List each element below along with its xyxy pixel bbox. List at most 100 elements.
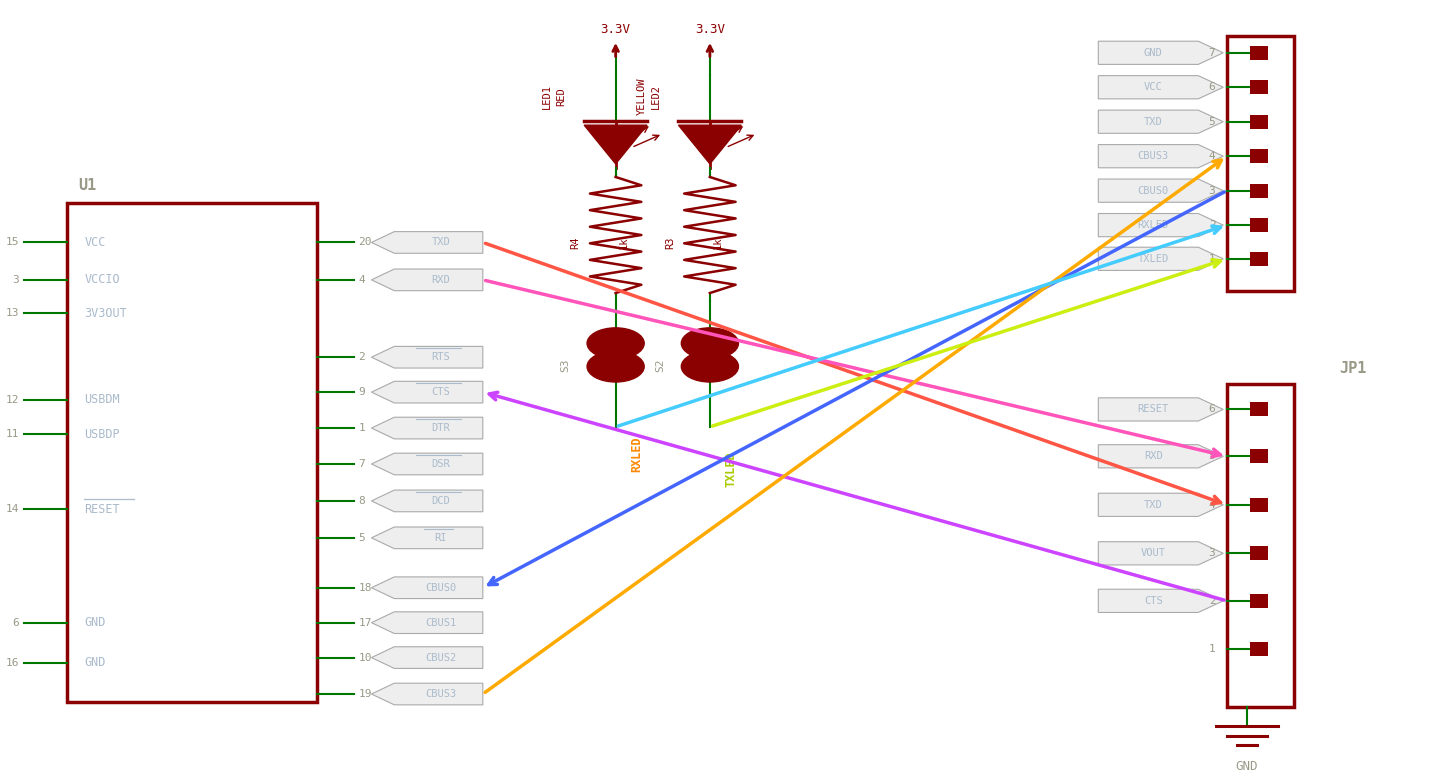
Text: 3: 3 (11, 275, 19, 285)
Text: 14: 14 (6, 504, 19, 514)
FancyBboxPatch shape (1249, 402, 1268, 416)
Text: 6: 6 (11, 618, 19, 628)
FancyBboxPatch shape (1249, 252, 1268, 266)
Polygon shape (372, 577, 482, 598)
Text: R3: R3 (665, 237, 675, 249)
Text: RI: RI (435, 533, 446, 543)
Text: GND: GND (84, 616, 106, 629)
Text: 3.3V: 3.3V (695, 23, 726, 37)
Text: 2: 2 (1209, 596, 1215, 606)
Text: 1: 1 (1209, 644, 1215, 654)
Polygon shape (372, 527, 482, 548)
FancyBboxPatch shape (1249, 498, 1268, 512)
FancyBboxPatch shape (67, 202, 318, 702)
Text: 15: 15 (6, 237, 19, 247)
Polygon shape (1099, 75, 1224, 99)
Text: USBDM: USBDM (84, 393, 120, 406)
Text: 5: 5 (1209, 451, 1215, 461)
Text: CBUS2: CBUS2 (425, 653, 456, 663)
Text: RTS: RTS (432, 352, 451, 363)
Text: 7: 7 (359, 459, 365, 469)
Text: VCCIO: VCCIO (84, 273, 120, 286)
Polygon shape (1099, 247, 1224, 271)
Polygon shape (1099, 589, 1224, 612)
Text: RESET: RESET (1138, 405, 1169, 415)
Text: TXLED: TXLED (1138, 254, 1169, 264)
Polygon shape (1099, 398, 1224, 421)
FancyBboxPatch shape (1249, 149, 1268, 163)
Text: 5: 5 (359, 533, 365, 543)
FancyBboxPatch shape (1249, 184, 1268, 198)
Polygon shape (372, 612, 482, 633)
Text: YELLOW: YELLOW (637, 77, 647, 115)
Polygon shape (1099, 445, 1224, 468)
Text: 3V3OUT: 3V3OUT (84, 307, 127, 320)
Text: U1: U1 (79, 178, 97, 193)
Text: GND: GND (1236, 760, 1258, 773)
Text: 6: 6 (1209, 82, 1215, 93)
Polygon shape (372, 232, 482, 254)
Text: TXD: TXD (432, 237, 451, 247)
Polygon shape (372, 490, 482, 512)
Polygon shape (1099, 41, 1224, 65)
Text: 4: 4 (1209, 499, 1215, 510)
Polygon shape (372, 683, 482, 705)
Text: RED: RED (557, 87, 567, 106)
Text: 20: 20 (359, 237, 372, 247)
Text: DTR: DTR (432, 423, 451, 433)
Text: 5: 5 (1209, 117, 1215, 127)
FancyBboxPatch shape (1249, 80, 1268, 94)
Circle shape (587, 328, 644, 359)
Text: GND: GND (1143, 47, 1162, 58)
Text: 3.3V: 3.3V (601, 23, 631, 37)
FancyBboxPatch shape (1249, 594, 1268, 608)
Text: S3: S3 (561, 358, 571, 372)
Polygon shape (372, 453, 482, 475)
Text: CBUS1: CBUS1 (425, 618, 456, 628)
FancyBboxPatch shape (1249, 115, 1268, 128)
Text: R4: R4 (571, 237, 581, 249)
Polygon shape (372, 417, 482, 439)
Circle shape (587, 351, 644, 382)
Polygon shape (372, 647, 482, 668)
FancyBboxPatch shape (1226, 37, 1294, 292)
Text: 18: 18 (359, 583, 372, 593)
Text: 19: 19 (359, 689, 372, 699)
Text: TXLED: TXLED (724, 451, 737, 487)
Text: VOUT: VOUT (1141, 548, 1166, 559)
Polygon shape (372, 346, 482, 368)
Text: LED1: LED1 (542, 84, 552, 109)
Text: DCD: DCD (432, 496, 451, 506)
Text: RXLED: RXLED (630, 436, 643, 471)
Polygon shape (678, 125, 741, 164)
Text: CTS: CTS (432, 387, 451, 397)
Text: GND: GND (84, 656, 106, 669)
Polygon shape (1099, 541, 1224, 565)
Text: CBUS0: CBUS0 (425, 583, 456, 593)
FancyBboxPatch shape (1249, 643, 1268, 657)
Polygon shape (1099, 213, 1224, 237)
FancyBboxPatch shape (1249, 450, 1268, 463)
Text: JP1: JP1 (1339, 361, 1367, 376)
Circle shape (681, 328, 738, 359)
Polygon shape (1099, 493, 1224, 517)
Text: 1k: 1k (618, 237, 628, 249)
FancyBboxPatch shape (1249, 546, 1268, 560)
Text: S2: S2 (655, 358, 665, 372)
Text: 16: 16 (6, 657, 19, 668)
Polygon shape (1099, 110, 1224, 133)
Text: LED2: LED2 (651, 84, 661, 109)
Text: 4: 4 (359, 275, 365, 285)
Text: 1k: 1k (713, 237, 723, 249)
Text: RXLED: RXLED (1138, 220, 1169, 230)
Polygon shape (1099, 179, 1224, 202)
Text: 1: 1 (1209, 254, 1215, 264)
Text: VCC: VCC (1143, 82, 1162, 93)
Text: 6: 6 (1209, 405, 1215, 415)
Text: 7: 7 (1209, 47, 1215, 58)
Text: CBUS0: CBUS0 (1138, 186, 1169, 195)
Text: RESET: RESET (84, 503, 120, 516)
Polygon shape (372, 381, 482, 403)
Text: 3: 3 (1209, 186, 1215, 195)
Text: 3: 3 (1209, 548, 1215, 559)
